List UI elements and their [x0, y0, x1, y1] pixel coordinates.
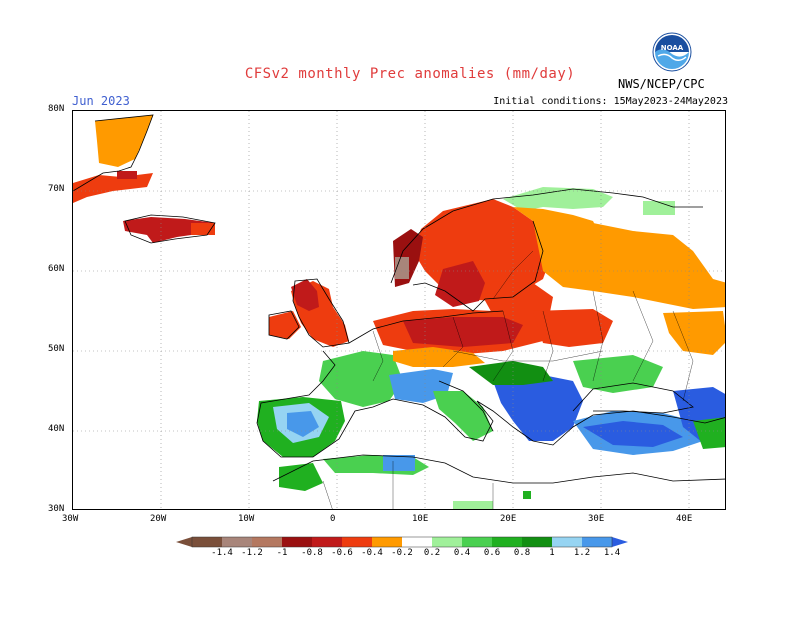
colorbar-label-6: -0.4 — [361, 548, 383, 558]
anomaly-sweden-strong-dry — [435, 261, 485, 307]
anomaly-greenland-east — [95, 115, 153, 167]
colorbar-swatch-12 — [522, 537, 552, 547]
lat-label-50n: 50N — [48, 344, 65, 354]
colorbar-label-7: -0.2 — [391, 548, 413, 558]
lon-label-40e: 40E — [676, 514, 693, 524]
lat-label-30n: 30N — [48, 504, 65, 514]
anomaly-south-dry — [393, 347, 485, 367]
anomaly-central-europe-strong-dry — [403, 317, 523, 347]
iceland-coast — [124, 214, 216, 244]
colorbar-label-14: 1.4 — [603, 548, 621, 558]
anomaly-map — [72, 110, 726, 510]
colorbar-swatch-13 — [552, 537, 582, 547]
lon-label-30e: 30E — [588, 514, 605, 524]
anomaly-fields — [73, 115, 725, 509]
anomaly-turkey-core — [583, 421, 683, 447]
anomaly-greenland-south — [73, 173, 153, 203]
anomaly-north-russia-wet — [503, 187, 613, 211]
colorbar-label-13: 1.2 — [573, 548, 591, 558]
anomaly-russia-east-dry — [663, 311, 725, 355]
black-sea-coast — [572, 382, 694, 414]
adriatic-coast — [438, 380, 494, 432]
colorbar-swatch-11 — [492, 537, 522, 547]
ireland-coast — [268, 310, 300, 340]
lat-label-60n: 60N — [48, 264, 65, 274]
anomaly-france-wet — [319, 351, 403, 407]
anomaly-britain-strong-dry — [291, 279, 319, 311]
anomaly-norway-brown — [395, 257, 409, 279]
anomaly-egypt-wet — [523, 491, 531, 499]
colorbar-swatch-4 — [282, 537, 312, 547]
colorbar-swatch-3 — [252, 537, 282, 547]
colorbar-swatch-2 — [222, 537, 252, 547]
colorbar-swatch-6 — [342, 537, 372, 547]
colorbar-swatch-10 — [462, 537, 492, 547]
colorbar-label-1: -1.4 — [211, 548, 233, 558]
logo-text: NOAA — [661, 44, 684, 52]
anomaly-greenland-patch — [117, 171, 137, 179]
lat-label-40n: 40N — [48, 424, 65, 434]
colorbar-right-arrow — [612, 537, 628, 547]
colorbar-label-3: -1 — [276, 548, 288, 558]
anomaly-italy-wet — [433, 391, 493, 441]
coastlines — [73, 114, 725, 484]
colorbar-outline — [191, 536, 613, 548]
colorbar-swatch-8 — [402, 537, 432, 547]
lon-label-20w: 20W — [150, 514, 167, 524]
anomaly-ireland-dry — [269, 311, 301, 339]
greenland-coast — [73, 114, 154, 192]
lon-label-20e: 20E — [500, 514, 517, 524]
colorbar-label-10: 0.6 — [483, 548, 501, 558]
colorbar-label-2: -1.2 — [241, 548, 263, 558]
forecast-month: Jun 2023 — [72, 94, 130, 108]
anomaly-east-europe-dry — [533, 309, 613, 347]
lat-label-70n: 70N — [48, 184, 65, 194]
lon-label-10w: 10W — [238, 514, 255, 524]
colorbar-label-8: 0.2 — [423, 548, 441, 558]
anomaly-iberia-blue — [287, 411, 319, 437]
colorbar-label-9: 0.4 — [453, 548, 471, 558]
colorbar-left-arrow — [176, 537, 192, 547]
anomaly-black-sea-wet — [573, 355, 663, 393]
colorbar-swatch-1 — [192, 537, 222, 547]
colorbar-label-4: -0.8 — [301, 548, 323, 558]
noaa-logo-icon: NOAA — [652, 32, 692, 72]
map-title: CFSv2 monthly Prec anomalies (mm/day) — [244, 66, 576, 82]
lon-label-10e: 10E — [412, 514, 429, 524]
colorbar-swatch-14 — [582, 537, 612, 547]
colorbar-label-5: -0.6 — [331, 548, 353, 558]
graticule — [73, 111, 725, 509]
africa-coast — [272, 454, 725, 484]
scandinavia-coast — [390, 188, 703, 312]
map-canvas — [73, 111, 725, 509]
continent-coast — [256, 310, 725, 458]
anomaly-balkans-very-wet — [493, 375, 583, 441]
agency-label: NWS/NCEP/CPC — [618, 77, 705, 91]
anomaly-morocco-wet — [279, 463, 323, 491]
colorbar-label-12: 1 — [549, 548, 555, 558]
initial-conditions: Initial conditions: 15May2023-24May2023 — [493, 96, 728, 107]
colorbar — [176, 536, 628, 548]
anomaly-caucasus-wet — [693, 417, 725, 449]
lon-label-0: 0 — [330, 514, 336, 524]
anomaly-west-russia-dry — [533, 221, 725, 309]
colorbar-swatch-7 — [372, 537, 402, 547]
colorbar-swatch-5 — [312, 537, 342, 547]
britain-coast — [292, 278, 350, 348]
colorbar-label-11: 0.8 — [513, 548, 531, 558]
anomaly-balkans-wet — [469, 361, 553, 385]
colorbar-swatch-9 — [432, 537, 462, 547]
anomaly-tunisia-blue — [383, 455, 415, 471]
lon-label-30w: 30W — [62, 514, 79, 524]
anomaly-libya-wet — [453, 501, 493, 509]
lat-label-80n: 80N — [48, 104, 65, 114]
anomaly-barents-wet — [643, 201, 675, 215]
